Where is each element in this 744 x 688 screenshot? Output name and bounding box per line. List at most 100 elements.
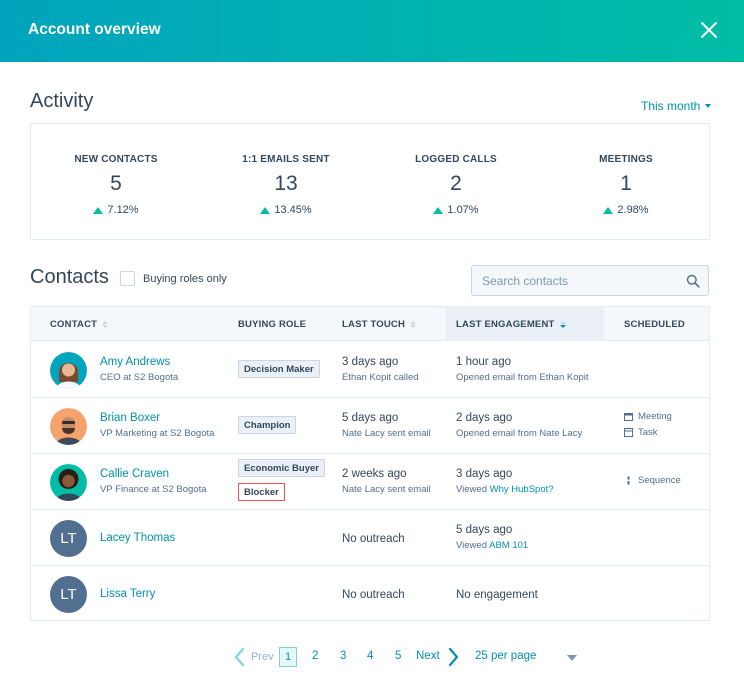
contacts-table: CONTACT BUYING ROLE LAST TOUCH LAST ENGA…: [30, 306, 710, 621]
column-label: BUYING ROLE: [238, 318, 307, 330]
prev-page-button[interactable]: Prev: [251, 651, 274, 663]
engagement-page-link[interactable]: Why HubSpot?: [489, 484, 554, 495]
period-dropdown-label: This month: [641, 99, 701, 113]
task-icon: [624, 428, 633, 437]
metric-label: MEETINGS: [599, 154, 653, 165]
buying-role-tag: Decision Maker: [238, 360, 320, 378]
column-buying-role: BUYING ROLE: [238, 307, 306, 341]
scheduled-meeting[interactable]: Meeting: [624, 411, 672, 422]
table-header: CONTACT BUYING ROLE LAST TOUCH LAST ENGA…: [31, 307, 709, 341]
contact-name-link[interactable]: Brian Boxer: [100, 412, 161, 424]
search-input[interactable]: [472, 266, 677, 295]
column-contact[interactable]: CONTACT: [50, 307, 109, 341]
activity-metrics: NEW CONTACTS 5 7.12% 1:1 EMAILS SENT 13 …: [30, 123, 710, 240]
modal-header: Account overview: [0, 0, 744, 62]
close-button[interactable]: [698, 19, 720, 41]
blocker-tag: Blocker: [238, 483, 285, 501]
engagement-page-link[interactable]: ABM 101: [489, 540, 529, 551]
contact-name-link[interactable]: Lissa Terry: [100, 588, 156, 600]
scheduled-label: Meeting: [638, 411, 672, 422]
table-row: Callie Craven VP Finance at S2 Bogota Ec…: [31, 454, 709, 510]
search-box: [471, 265, 709, 296]
next-page-button[interactable]: Next: [416, 650, 440, 662]
engagement-action: Viewed: [456, 484, 487, 495]
scheduled-sequence[interactable]: Sequence: [624, 475, 681, 486]
chevron-left-icon[interactable]: [233, 647, 245, 667]
metric-label: LOGGED CALLS: [415, 154, 497, 165]
last-engagement-time: 3 days ago: [456, 468, 513, 480]
search-icon[interactable]: [686, 274, 700, 288]
last-engagement-time: 5 days ago: [456, 524, 513, 536]
chevron-right-icon[interactable]: [448, 647, 460, 667]
contact-name-link[interactable]: Callie Craven: [100, 468, 170, 480]
scheduled-label: Task: [638, 427, 658, 438]
per-page-dropdown[interactable]: 25 per page: [475, 650, 537, 662]
column-label: LAST ENGAGEMENT: [456, 318, 555, 330]
buying-roles-label[interactable]: Buying roles only: [143, 273, 227, 285]
table-row: LT Lacey Thomas No outreach 5 days ago V…: [31, 510, 709, 566]
scheduled-task[interactable]: Task: [624, 427, 658, 438]
last-touch-time: No outreach: [342, 589, 405, 601]
metric-value: 13: [274, 172, 298, 195]
contact-title: VP Finance at S2 Bogota: [100, 484, 207, 495]
caret-down-icon: [705, 104, 712, 108]
sort-desc-icon[interactable]: [559, 320, 566, 328]
last-touch-detail: Ethan Kopit called: [342, 372, 419, 383]
contact-title: VP Marketing at S2 Bogota: [100, 428, 215, 439]
page-button[interactable]: 2: [312, 650, 319, 662]
column-scheduled: SCHEDULED: [624, 307, 685, 341]
metric-change-value: 13.45%: [274, 204, 312, 216]
metric-change-value: 1.07%: [447, 204, 479, 216]
last-engagement-detail: Opened email from Ethan Kopit: [456, 372, 589, 383]
last-engagement-time: 1 hour ago: [456, 356, 511, 368]
scheduled-label: Sequence: [638, 475, 681, 486]
metric-label: 1:1 EMAILS SENT: [242, 154, 330, 165]
trend-up-icon: [433, 206, 444, 214]
avatar: [50, 352, 87, 389]
metric-change: 7.12%: [31, 204, 201, 216]
caret-down-icon[interactable]: [567, 655, 577, 661]
metric-label: NEW CONTACTS: [74, 154, 158, 165]
metric-change-value: 2.98%: [617, 204, 649, 216]
activity-heading: Activity: [30, 90, 94, 112]
contact-name-link[interactable]: Amy Andrews: [100, 356, 171, 368]
column-last-engagement[interactable]: LAST ENGAGEMENT: [446, 307, 604, 341]
calendar-icon: [624, 413, 633, 421]
last-engagement-time: 2 days ago: [456, 412, 513, 424]
column-label: SCHEDULED: [624, 318, 685, 330]
period-dropdown[interactable]: This month: [641, 99, 712, 113]
last-touch-detail: Nate Lacy sent email: [342, 484, 431, 495]
table-row: LT Lissa Terry No outreach No engagement: [31, 566, 709, 622]
pagination: Prev 1 2 3 4 5 Next 25 per page: [0, 645, 744, 669]
metric-change: 2.98%: [541, 204, 711, 216]
page-button-current[interactable]: 1: [279, 647, 297, 667]
buying-roles-checkbox[interactable]: [120, 271, 135, 286]
avatar: [50, 464, 87, 501]
trend-up-icon: [93, 206, 104, 214]
last-touch-detail: Nate Lacy sent email: [342, 428, 431, 439]
last-engagement-detail: Viewed Why HubSpot?: [456, 484, 554, 495]
trend-up-icon: [260, 206, 271, 214]
page-button[interactable]: 3: [340, 650, 347, 662]
contact-name-link[interactable]: Lacey Thomas: [100, 532, 176, 544]
page-button[interactable]: 4: [367, 650, 374, 662]
contact-title: CEO at S2 Bogota: [100, 372, 179, 383]
page-button[interactable]: 5: [395, 650, 402, 662]
sequence-icon: [627, 476, 630, 485]
buying-role-tag: Champion: [238, 416, 297, 434]
buying-role-tag: Economic Buyer: [238, 459, 325, 477]
avatar: [50, 408, 87, 445]
table-row: Amy Andrews CEO at S2 Bogota Decision Ma…: [31, 342, 709, 398]
metric-value: 1: [620, 172, 632, 195]
last-engagement-detail: Viewed ABM 101: [456, 540, 528, 551]
close-icon[interactable]: [698, 19, 720, 41]
metric-value: 2: [450, 172, 462, 195]
sort-icon[interactable]: [102, 320, 109, 328]
sort-icon[interactable]: [410, 320, 417, 328]
column-last-touch[interactable]: LAST TOUCH: [342, 307, 417, 341]
last-touch-time: 5 days ago: [342, 412, 399, 424]
last-touch-time: 2 weeks ago: [342, 468, 407, 480]
trend-up-icon: [603, 206, 614, 214]
avatar: LT: [50, 576, 87, 613]
contacts-heading: Contacts: [30, 266, 109, 288]
